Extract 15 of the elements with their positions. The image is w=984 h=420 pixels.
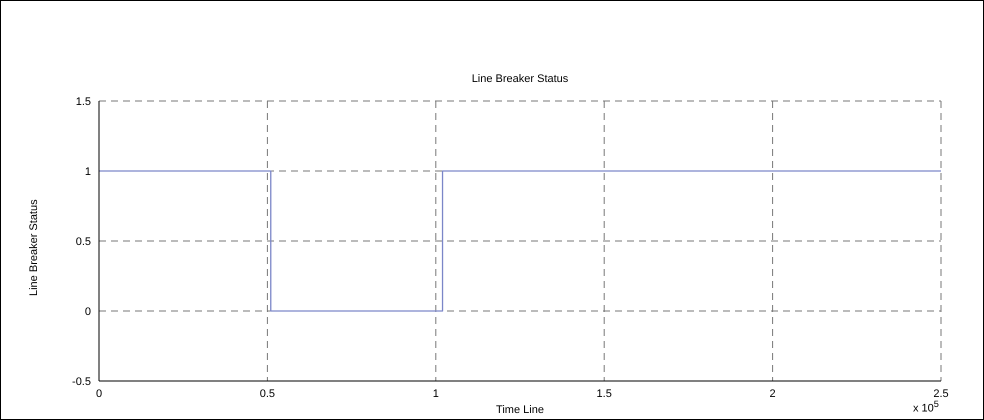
y-tick-label: 1.5 [76, 96, 91, 108]
text: x 10$^{5}$ [913, 399, 939, 415]
y-tick-label: 1 [84, 166, 91, 178]
y-tick-label: 0 [84, 306, 91, 318]
x-tick-label: 2.5 [933, 388, 949, 400]
x-tick-label: 1.5 [596, 388, 612, 400]
y-tick-label: -0.5 [72, 376, 91, 388]
x-tick-label: 1 [432, 388, 439, 400]
x-tick-label: 2 [770, 388, 776, 400]
x-tick-label: 0 [96, 388, 102, 400]
y-tick-label: 0.5 [76, 236, 91, 248]
y-axis-title: Line Breaker Status [28, 198, 40, 296]
x-tick-label: 0.5 [260, 388, 276, 400]
x-axis-title: Time Line [496, 404, 544, 416]
chart-title: Line Breaker Status [470, 73, 570, 85]
